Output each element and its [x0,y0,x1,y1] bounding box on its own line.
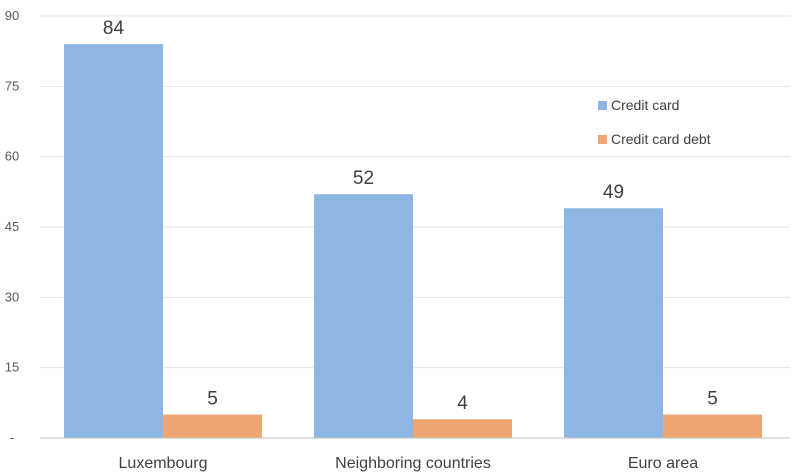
data-label: 4 [457,393,468,414]
legend-swatch [598,101,607,110]
y-tick-label: 30 [5,289,19,304]
y-tick-label: 75 [5,78,19,93]
data-label: 49 [603,182,624,203]
bar-credit-card-0 [64,44,163,439]
bar-credit-card-debt-1 [413,419,512,438]
data-label: 52 [353,168,374,189]
legend-label: Credit card [611,97,679,113]
y-tick-label: 60 [5,149,19,164]
data-label: 5 [707,389,718,410]
x-axis-categories: Luxembourg Neighboring countries Euro area [119,455,699,472]
data-label: 84 [103,18,125,39]
x-category-label: Euro area [628,455,698,472]
data-labels: 84 5 52 4 49 5 [103,18,718,414]
x-category-label: Neighboring countries [335,455,491,472]
bars [64,44,762,439]
bar-credit-card-2 [564,208,663,438]
bar-credit-card-debt-0 [163,414,262,438]
bar-credit-card-debt-2 [663,414,762,438]
y-tick-label: - [10,430,14,445]
x-category-label: Luxembourg [119,455,208,472]
data-label: 5 [207,389,218,410]
y-tick-label: 15 [5,360,19,375]
y-tick-label: 90 [5,8,19,23]
y-axis-ticks: - 15 30 45 60 75 90 [5,8,19,445]
gridlines [40,15,790,369]
bar-credit-card-1 [314,194,413,438]
legend-swatch [598,135,607,144]
y-tick-label: 45 [5,219,19,234]
legend: Credit card Credit card debt [598,97,711,147]
legend-label: Credit card debt [611,131,711,147]
